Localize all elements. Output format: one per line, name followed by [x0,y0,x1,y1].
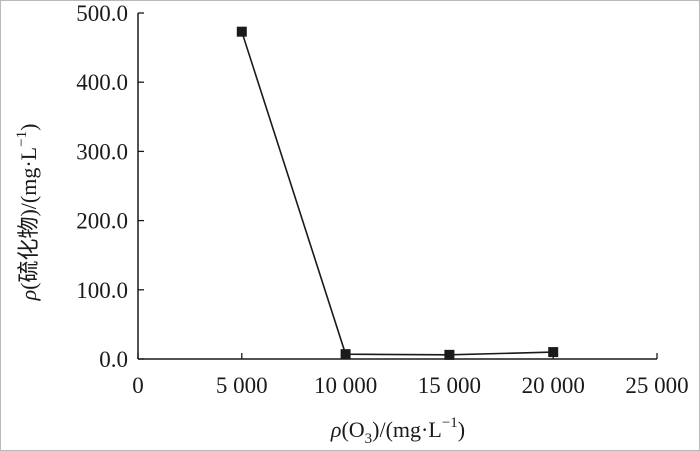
y-tick-label: 100.0 [76,278,128,303]
x-tick-label: 10 000 [314,373,377,398]
x-axis-ticks: 0 5 000 10 000 15 000 20 000 25 000 [132,353,689,398]
y-tick-label: 300.0 [76,139,128,164]
x-tick-label: 15 000 [418,373,481,398]
x-tick-label: 5 000 [216,373,268,398]
x-tick-label: 25 000 [625,373,688,398]
y-tick-label: 0.0 [99,347,128,372]
data-point-marker [340,349,351,360]
y-tick-label: 500.0 [76,1,128,26]
series-line [241,31,554,356]
x-tick-label: 0 [132,373,144,398]
y-tick-label: 200.0 [76,209,128,234]
y-tick-label: 400.0 [76,70,128,95]
data-series [236,26,559,360]
y-axis-title: ρ(硫化物)/(mg·L−1) [14,124,41,302]
y-axis-ticks: 0.0 100.0 200.0 300.0 400.0 500.0 [76,1,144,372]
axes [137,13,657,360]
data-point-marker [548,347,559,358]
x-tick-label: 20 000 [522,373,585,398]
x-axis-title: ρ(O3)/(mg·L−1) [330,415,465,447]
data-point-marker [444,349,455,360]
data-point-marker [236,26,247,37]
